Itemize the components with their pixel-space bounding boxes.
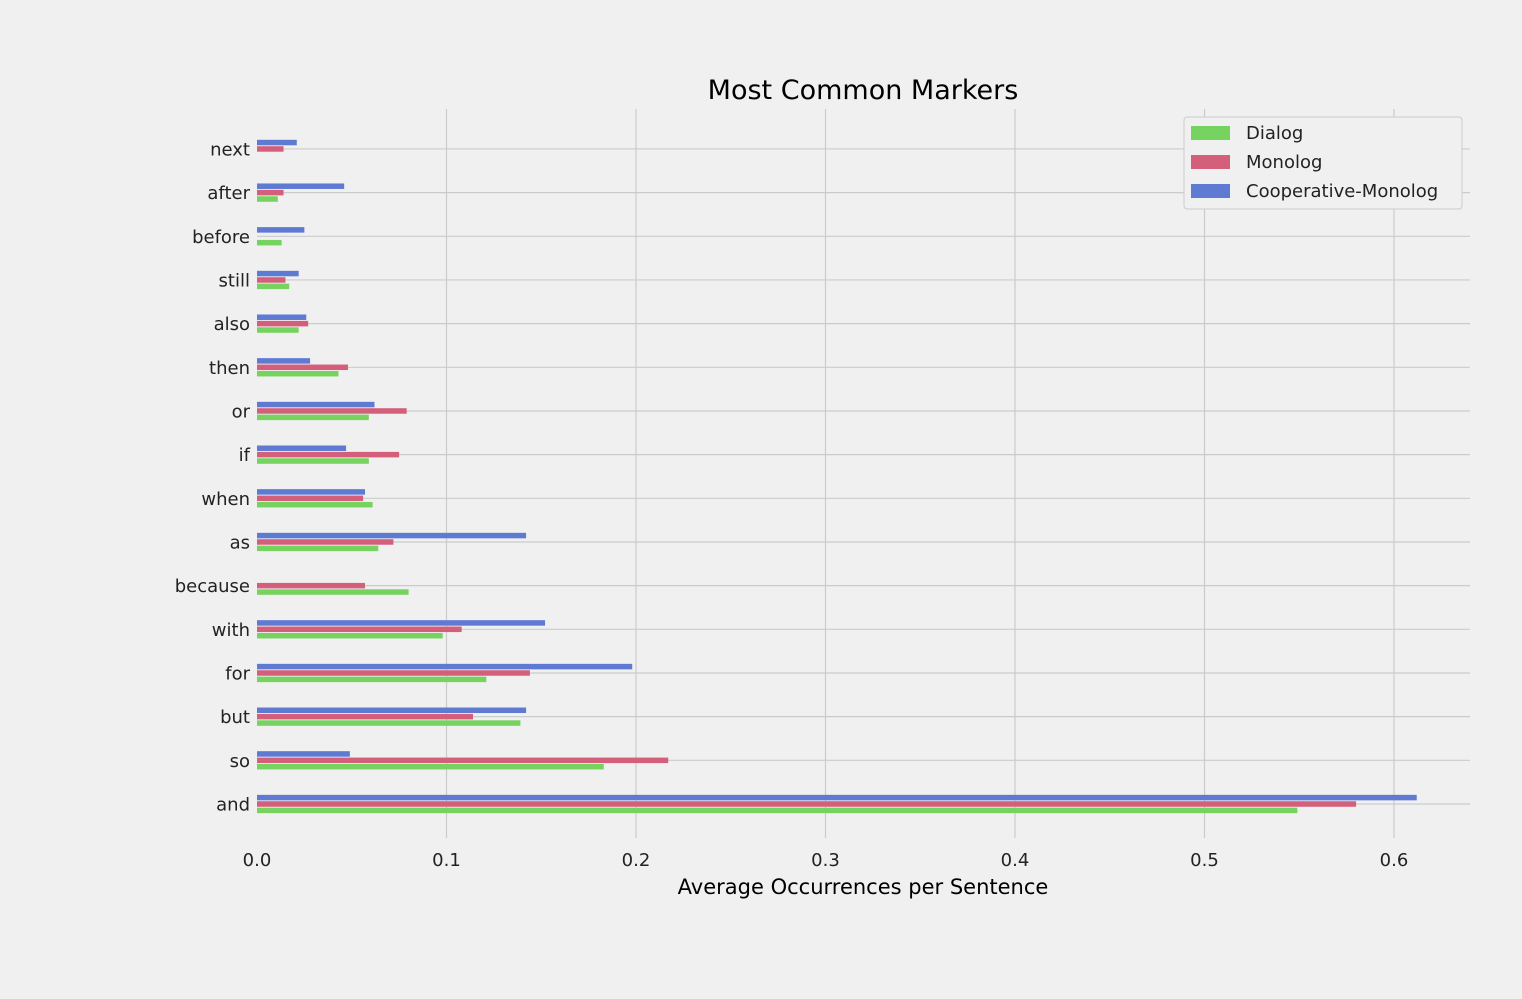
bar-cooperative-monolog-still bbox=[257, 270, 299, 277]
bar-cooperative-monolog-after bbox=[257, 183, 345, 189]
bar-dialog-and bbox=[257, 807, 1298, 814]
bar-dialog-or bbox=[257, 414, 369, 421]
x-tick-label: 0.6 bbox=[1380, 850, 1409, 871]
bar-dialog-with bbox=[257, 632, 443, 639]
bar-dialog-when bbox=[257, 501, 373, 508]
bars bbox=[257, 139, 1417, 814]
x-tick-label: 0.5 bbox=[1190, 850, 1219, 871]
y-tick-label-or: or bbox=[232, 401, 251, 422]
bar-cooperative-monolog-when bbox=[257, 489, 366, 495]
bar-cooperative-monolog-as bbox=[257, 532, 527, 539]
bar-monolog-or bbox=[257, 408, 407, 414]
bar-monolog-with bbox=[257, 626, 462, 633]
y-tick-label-because: because bbox=[175, 576, 250, 597]
bar-dialog-still bbox=[257, 283, 290, 290]
bar-monolog-for bbox=[257, 670, 530, 676]
x-tick-labels: 0.0 0.1 0.2 0.3 0.4 0.5 0.6 bbox=[243, 850, 1409, 871]
bar-dialog-after bbox=[257, 196, 278, 202]
y-tick-label-next: next bbox=[210, 139, 250, 160]
legend-label-monolog: Monolog bbox=[1246, 152, 1322, 173]
chart-title: Most Common Markers bbox=[708, 75, 1019, 106]
bar-dialog-also bbox=[257, 327, 299, 333]
bar-monolog-because bbox=[257, 582, 366, 589]
x-tick-label: 0.4 bbox=[1001, 850, 1030, 871]
legend-label-cooperative-monolog: Cooperative-Monolog bbox=[1246, 181, 1438, 202]
x-tick-label: 0.1 bbox=[432, 850, 461, 871]
y-tick-label-if: if bbox=[239, 445, 251, 466]
y-tick-label-as: as bbox=[230, 532, 250, 553]
bar-dialog-before bbox=[257, 239, 282, 246]
bar-monolog-as bbox=[257, 539, 394, 545]
y-tick-labels: and so but for with because as when if or then also… bbox=[175, 139, 251, 815]
bar-cooperative-monolog-or bbox=[257, 401, 375, 408]
bar-monolog-then bbox=[257, 364, 348, 371]
bar-dialog-but bbox=[257, 720, 521, 726]
bar-cooperative-monolog-then bbox=[257, 358, 311, 364]
bar-monolog-after bbox=[257, 189, 284, 196]
bar-dialog-for bbox=[257, 676, 487, 683]
bar-monolog-but bbox=[257, 713, 474, 720]
y-tick-label-and: and bbox=[216, 795, 250, 816]
bar-cooperative-monolog-but bbox=[257, 707, 527, 714]
x-tick-label: 0.0 bbox=[243, 850, 272, 871]
bar-monolog-so bbox=[257, 757, 669, 764]
y-tick-label-after: after bbox=[207, 183, 250, 204]
bar-cooperative-monolog-before bbox=[257, 227, 305, 233]
x-axis-label: Average Occurrences per Sentence bbox=[678, 875, 1049, 899]
y-tick-label-still: still bbox=[219, 270, 250, 291]
bar-monolog-still bbox=[257, 277, 286, 283]
y-tick-label-for: for bbox=[225, 663, 250, 684]
legend-box bbox=[1183, 116, 1463, 210]
legend-swatch-dialog bbox=[1191, 126, 1230, 140]
bar-dialog-then bbox=[257, 370, 339, 377]
bar-cooperative-monolog-if bbox=[257, 445, 347, 451]
bar-dialog-as bbox=[257, 545, 379, 552]
y-tick-label-before: before bbox=[192, 227, 250, 248]
bar-cooperative-monolog-and bbox=[257, 794, 1417, 801]
bar-dialog-because bbox=[257, 589, 409, 595]
bar-cooperative-monolog-for bbox=[257, 663, 633, 670]
legend-label-dialog: Dialog bbox=[1246, 123, 1303, 144]
bar-cooperative-monolog-with bbox=[257, 620, 546, 626]
bar-dialog-so bbox=[257, 763, 604, 770]
y-tick-label-then: then bbox=[209, 358, 250, 379]
x-tick-label: 0.3 bbox=[811, 850, 840, 871]
bar-dialog-if bbox=[257, 458, 369, 464]
legend: Dialog Monolog Cooperative-Monolog bbox=[1183, 116, 1463, 210]
y-tick-label-with: with bbox=[212, 620, 250, 641]
x-tick-label: 0.2 bbox=[622, 850, 651, 871]
bar-monolog-also bbox=[257, 320, 309, 327]
legend-swatch-monolog bbox=[1191, 155, 1230, 169]
y-tick-label-so: so bbox=[230, 751, 250, 772]
bar-cooperative-monolog-so bbox=[257, 751, 350, 757]
bar-monolog-when bbox=[257, 495, 364, 502]
y-tick-label-when: when bbox=[201, 489, 250, 510]
y-tick-label-but: but bbox=[220, 707, 250, 728]
bar-cooperative-monolog-next bbox=[257, 139, 297, 146]
bar-monolog-next bbox=[257, 146, 284, 152]
y-tick-label-also: also bbox=[214, 314, 250, 335]
bar-cooperative-monolog-also bbox=[257, 314, 307, 320]
grid bbox=[257, 109, 1470, 838]
bar-monolog-and bbox=[257, 801, 1357, 807]
bar-monolog-if bbox=[257, 451, 400, 458]
legend-swatch-cooperative-monolog bbox=[1191, 184, 1230, 198]
